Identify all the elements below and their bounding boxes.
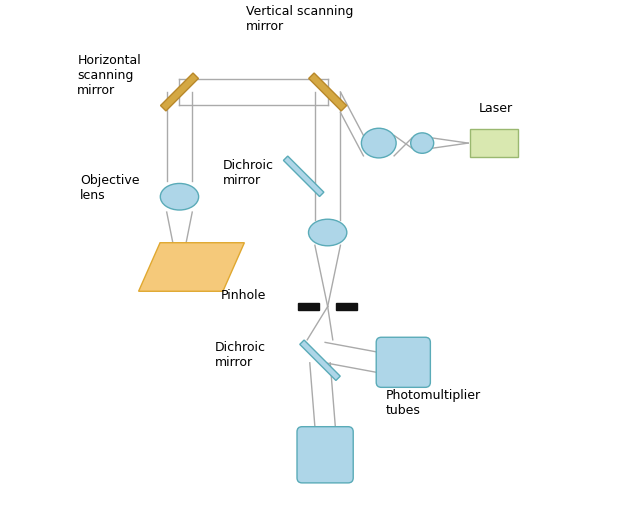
Text: Photomultiplier
tubes: Photomultiplier tubes [385,389,481,417]
Ellipse shape [362,128,396,158]
Ellipse shape [308,219,347,246]
FancyBboxPatch shape [284,156,324,197]
Text: Dichroic
mirror: Dichroic mirror [223,159,274,188]
FancyBboxPatch shape [300,340,340,381]
Text: Laser: Laser [479,102,513,115]
Text: Dichroic
mirror: Dichroic mirror [215,341,266,369]
FancyBboxPatch shape [297,427,353,483]
Bar [298,303,319,310]
Ellipse shape [411,133,434,153]
FancyBboxPatch shape [376,337,430,387]
Text: Objective
lens: Objective lens [80,174,140,202]
Text: Horizontal
scanning
mirror: Horizontal scanning mirror [77,54,141,97]
FancyBboxPatch shape [470,129,518,157]
Polygon shape [139,243,244,291]
Text: Pinhole: Pinhole [220,289,266,302]
FancyBboxPatch shape [308,73,347,111]
Bar [336,303,357,310]
Ellipse shape [160,183,198,210]
FancyBboxPatch shape [161,73,198,111]
Text: Vertical scanning
mirror: Vertical scanning mirror [246,5,353,33]
